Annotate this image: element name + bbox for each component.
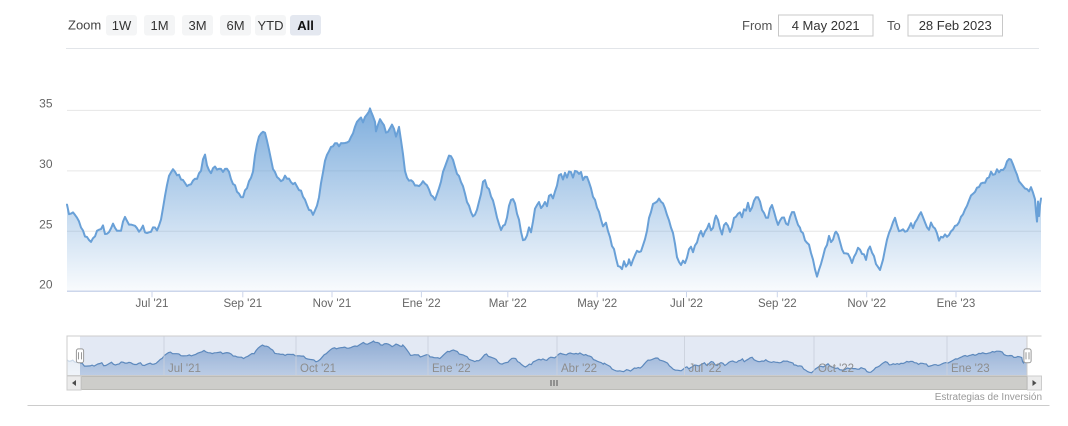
svg-text:35: 35: [39, 97, 53, 111]
svg-text:4 May 2021: 4 May 2021: [792, 18, 860, 33]
svg-text:Ene '23: Ene '23: [951, 363, 990, 375]
svg-text:Sep '21: Sep '21: [223, 298, 262, 310]
svg-text:Sep '22: Sep '22: [758, 298, 797, 310]
svg-text:Nov '21: Nov '21: [313, 298, 352, 310]
svg-text:3M: 3M: [188, 18, 206, 33]
svg-text:Mar '22: Mar '22: [489, 298, 527, 310]
svg-text:1M: 1M: [150, 18, 168, 33]
svg-text:30: 30: [39, 157, 53, 171]
svg-text:Estrategias de Inversión: Estrategias de Inversión: [935, 392, 1042, 403]
svg-text:Oct '21: Oct '21: [300, 363, 336, 375]
svg-text:Nov '22: Nov '22: [847, 298, 886, 310]
svg-text:To: To: [887, 18, 901, 33]
svg-text:From: From: [742, 18, 772, 33]
svg-text:Jul '21: Jul '21: [136, 298, 169, 310]
svg-text:All: All: [297, 18, 314, 33]
svg-text:Oct '22: Oct '22: [818, 363, 854, 375]
svg-text:20: 20: [39, 278, 53, 292]
svg-text:Abr '22: Abr '22: [561, 363, 597, 375]
svg-text:1W: 1W: [112, 18, 132, 33]
svg-text:Jul '21: Jul '21: [168, 363, 201, 375]
svg-text:May '22: May '22: [577, 298, 617, 310]
svg-text:Ene '23: Ene '23: [937, 298, 976, 310]
svg-text:28 Feb 2023: 28 Feb 2023: [919, 18, 992, 33]
svg-text:Jul '22: Jul '22: [670, 298, 703, 310]
svg-text:Ene '22: Ene '22: [432, 363, 471, 375]
svg-text:YTD: YTD: [258, 18, 284, 33]
svg-text:Ene '22: Ene '22: [402, 298, 441, 310]
svg-text:25: 25: [39, 218, 53, 232]
svg-text:Jul '22: Jul '22: [689, 363, 722, 375]
svg-text:6M: 6M: [226, 18, 244, 33]
svg-text:Zoom: Zoom: [68, 18, 101, 33]
